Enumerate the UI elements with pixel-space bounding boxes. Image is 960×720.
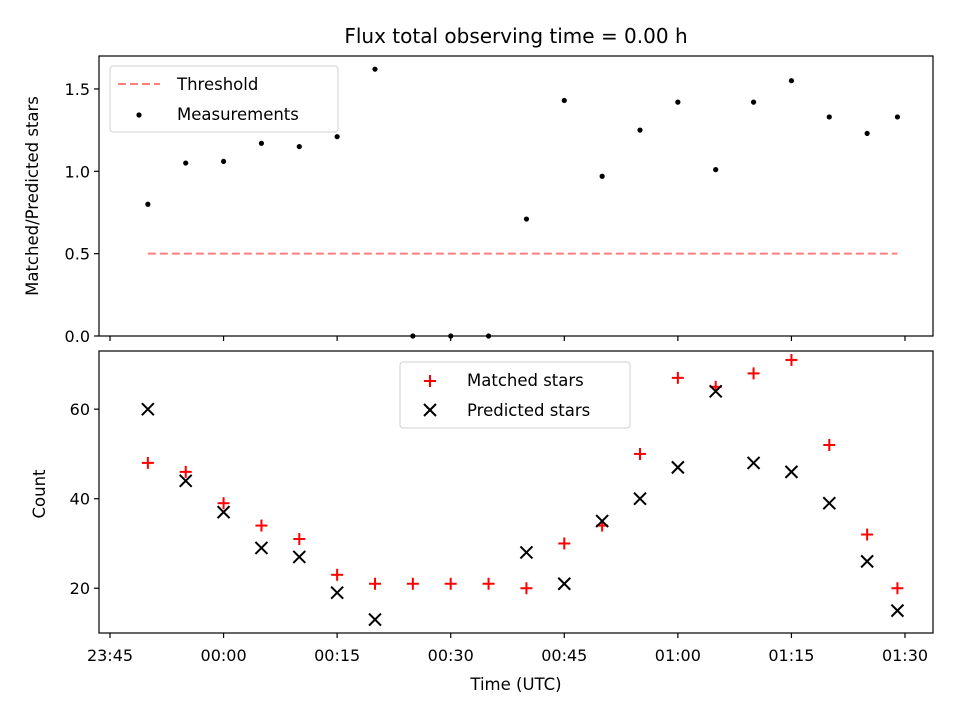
top-legend: Threshold Measurements	[109, 65, 339, 133]
measurement-point	[183, 160, 189, 166]
matched-star-point	[823, 439, 836, 451]
predicted-star-point	[709, 384, 723, 398]
matched-star-point	[482, 577, 495, 590]
count-points	[141, 353, 905, 627]
measurement-point	[523, 216, 530, 222]
matched-star-point	[293, 533, 306, 545]
measurement-point	[410, 333, 416, 339]
predicted-star-point	[557, 577, 571, 591]
measurement-point	[637, 127, 643, 133]
matched-star-point	[255, 519, 268, 532]
top-y-tick-label: 1.5	[65, 80, 90, 99]
predicted-star-point	[179, 474, 193, 488]
predicted-star-point	[254, 541, 269, 555]
bottom-x-tick-label: 00:45	[541, 646, 587, 665]
measurement-points	[145, 66, 901, 339]
top-y-axis-label: Matched/Predicted stars	[23, 96, 42, 296]
top-y-tick-label: 1.0	[65, 162, 90, 181]
top-x-ticks	[109, 336, 906, 341]
predicted-star-point	[141, 402, 155, 416]
measurement-point	[448, 333, 454, 339]
bottom-legend-box	[399, 361, 631, 429]
matched-star-point	[141, 456, 154, 469]
measurement-point	[864, 130, 870, 137]
measurement-point	[372, 66, 378, 72]
measurement-point	[788, 78, 795, 84]
top-y-ticks: 0.0 0.5 1.0 1.5	[65, 80, 99, 346]
legend-measurements-swatch	[136, 112, 142, 118]
matched-star-point	[558, 537, 571, 550]
bottom-y-tick-label: 60	[70, 400, 90, 419]
measurement-point	[145, 201, 151, 207]
predicted-star-point	[860, 554, 874, 569]
measurement-point	[750, 99, 757, 105]
legend-predicted-label: Predicted stars	[467, 401, 590, 420]
measurement-point	[675, 99, 681, 105]
measurement-point	[334, 134, 340, 140]
top-y-tick-label: 0.0	[65, 327, 90, 346]
matched-star-point	[369, 577, 381, 590]
bottom-y-tick-label: 40	[70, 490, 90, 509]
bottom-plot: 20 40 60 23:45 00:00 00:15 00:30 00:45 01:00 01:…	[30, 350, 934, 694]
legend-predicted-swatch	[423, 403, 437, 417]
matched-star-point	[520, 582, 533, 595]
bottom-x-tick-label: 23:45	[87, 646, 133, 665]
measurement-point	[826, 114, 832, 120]
bottom-x-tick-label: 00:15	[314, 646, 360, 665]
predicted-star-point	[633, 492, 647, 506]
bottom-y-ticks: 20 40 60	[70, 400, 99, 598]
bottom-x-tick-label: 00:30	[428, 646, 474, 665]
measurement-point	[599, 173, 605, 179]
measurement-point	[296, 143, 302, 150]
matched-star-point	[891, 582, 904, 595]
measurement-point	[220, 158, 227, 165]
top-legend-box	[109, 65, 339, 133]
matched-star-point	[747, 367, 760, 380]
bottom-x-tick-label: 01:15	[768, 646, 814, 665]
matched-star-point	[634, 447, 646, 460]
bottom-y-axis-label: Count	[30, 469, 49, 519]
matched-star-point	[861, 528, 874, 541]
predicted-star-point	[216, 505, 231, 519]
top-chart-title: Flux total observing time = 0.00 h	[344, 24, 687, 48]
measurement-point	[561, 97, 567, 104]
x-axis-label: Time (UTC)	[469, 675, 561, 694]
bottom-x-tick-label: 00:00	[201, 646, 247, 665]
matched-star-point	[671, 371, 684, 384]
measurement-point	[894, 114, 901, 120]
bottom-x-tick-label: 01:00	[655, 646, 701, 665]
bottom-plot-frame	[98, 350, 934, 634]
matched-star-point	[444, 577, 457, 590]
top-plot: 0.0 0.5 1.0 1.5 Matched/Predicted stars Thr…	[23, 55, 934, 346]
matched-star-point	[217, 497, 230, 510]
top-plot-frame	[98, 55, 934, 337]
legend-matched-swatch	[424, 375, 436, 387]
matched-star-point	[179, 465, 192, 478]
measurement-point	[485, 333, 492, 339]
legend-measurements-label: Measurements	[177, 105, 299, 124]
bottom-y-tick-label: 20	[70, 579, 90, 598]
predicted-star-point	[292, 550, 306, 564]
top-y-tick-label: 0.5	[65, 245, 90, 264]
predicted-star-point	[822, 496, 836, 510]
predicted-star-point	[890, 603, 905, 618]
legend-threshold-label: Threshold	[176, 75, 258, 94]
predicted-star-point	[330, 586, 344, 600]
matched-star-point	[785, 353, 798, 366]
bottom-legend: Matched stars Predicted stars	[399, 361, 631, 429]
measurement-point	[258, 140, 265, 146]
predicted-star-point	[671, 460, 685, 475]
predicted-star-point	[746, 456, 761, 470]
predicted-star-point	[784, 465, 799, 479]
bottom-x-ticks: 23:45 00:00 00:15 00:30 00:45 01:00 01:15 01:30	[87, 633, 928, 665]
legend-matched-label: Matched stars	[467, 371, 584, 390]
bottom-x-tick-label: 01:30	[882, 646, 928, 665]
matched-star-point	[406, 577, 419, 590]
predicted-star-point	[519, 545, 534, 560]
measurement-point	[713, 167, 719, 173]
predicted-star-point	[368, 612, 382, 627]
matched-star-point	[331, 568, 344, 581]
predicted-star-point	[595, 514, 609, 528]
